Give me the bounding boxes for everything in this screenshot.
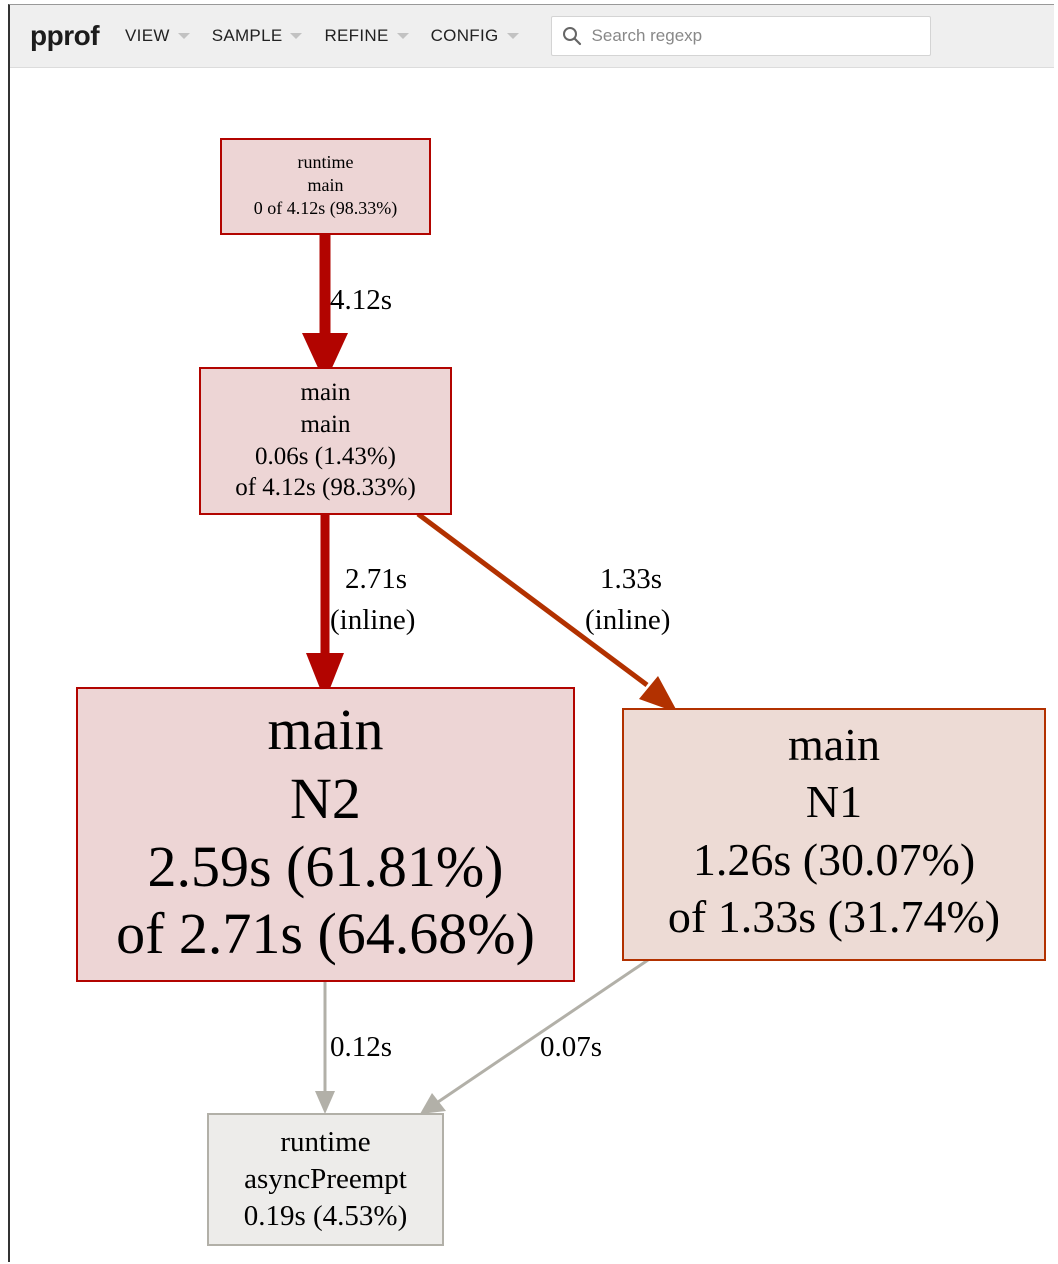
edge-label: 2.71s <box>345 563 407 595</box>
node-label: of 4.12s (98.33%) <box>235 474 416 501</box>
menu-config-label: CONFIG <box>430 26 499 45</box>
menu-sample[interactable]: SAMPLE <box>212 26 303 46</box>
node-runtime-main[interactable]: runtime main 0 of 4.12s (98.33%) <box>220 138 431 235</box>
node-label: main <box>301 411 351 438</box>
node-label: 0.06s (1.43%) <box>255 443 396 470</box>
node-label: 2.59s (61.81%) <box>147 834 503 899</box>
node-label: 0.19s (4.53%) <box>244 1200 408 1232</box>
node-label: N2 <box>290 766 361 831</box>
node-label: 0 of 4.12s (98.33%) <box>254 198 397 219</box>
pprof-window: pprof VIEW SAMPLE REFINE CONFIG <box>8 4 1054 1262</box>
edge-label: 4.12s <box>330 284 392 316</box>
edge-label: 0.07s <box>540 1031 602 1063</box>
app-title: pprof <box>30 20 100 51</box>
edge-label: 1.33s <box>600 563 662 595</box>
node-label: of 2.71s (64.68%) <box>116 901 535 966</box>
call-graph: 4.12s 2.71s (inline) 1.33s (inline) 0.12… <box>76 138 1046 1246</box>
node-main-main[interactable]: main main 0.06s (1.43%) of 4.12s (98.33%… <box>199 367 452 515</box>
menu-refine[interactable]: REFINE <box>324 26 409 46</box>
edge-runtime-main-to-main-main[interactable]: 4.12s <box>302 235 392 383</box>
menu-view[interactable]: VIEW <box>125 26 190 46</box>
edge-label: (inline) <box>585 604 670 636</box>
node-main-N2[interactable]: main N2 2.59s (61.81%) of 2.71s (64.68%) <box>76 687 575 982</box>
search-input[interactable] <box>589 25 914 47</box>
edge-main-main-to-main-N1[interactable]: 1.33s (inline) <box>416 511 678 713</box>
node-runtime-asyncPreempt[interactable]: runtime asyncPreempt 0.19s (4.53%) <box>207 1113 444 1246</box>
menu-sample-label: SAMPLE <box>211 26 283 45</box>
node-label: N1 <box>806 776 862 827</box>
edge-label: (inline) <box>330 604 415 636</box>
chevron-down-icon <box>506 33 519 39</box>
toolbar: pprof VIEW SAMPLE REFINE CONFIG <box>10 5 1054 68</box>
search-box[interactable] <box>550 16 931 56</box>
edge-main-N1-to-runtime-asyncPreempt[interactable]: 0.07s <box>420 958 649 1114</box>
menu-refine-label: REFINE <box>324 26 389 45</box>
chevron-down-icon <box>396 33 409 39</box>
chevron-down-icon <box>290 33 303 39</box>
edge-label: 0.12s <box>330 1031 392 1063</box>
node-label: 1.26s (30.07%) <box>693 834 975 885</box>
node-label: main <box>268 697 384 762</box>
node-label: main <box>301 379 351 406</box>
node-label: runtime <box>280 1126 370 1158</box>
node-label: asyncPreempt <box>244 1163 407 1195</box>
search-icon <box>562 27 581 46</box>
node-label: main <box>788 719 880 770</box>
menu-view-label: VIEW <box>125 26 170 45</box>
chevron-down-icon <box>177 33 190 39</box>
edge-main-N2-to-runtime-asyncPreempt[interactable]: 0.12s <box>315 982 392 1114</box>
menu-config[interactable]: CONFIG <box>431 26 519 46</box>
node-main-N1[interactable]: main N1 1.26s (30.07%) of 1.33s (31.74%) <box>622 708 1046 961</box>
edge-main-main-to-main-N2[interactable]: 2.71s (inline) <box>306 514 415 701</box>
node-label: main <box>308 175 344 195</box>
node-label: of 1.33s (31.74%) <box>668 891 1000 942</box>
node-label: runtime <box>298 152 354 172</box>
